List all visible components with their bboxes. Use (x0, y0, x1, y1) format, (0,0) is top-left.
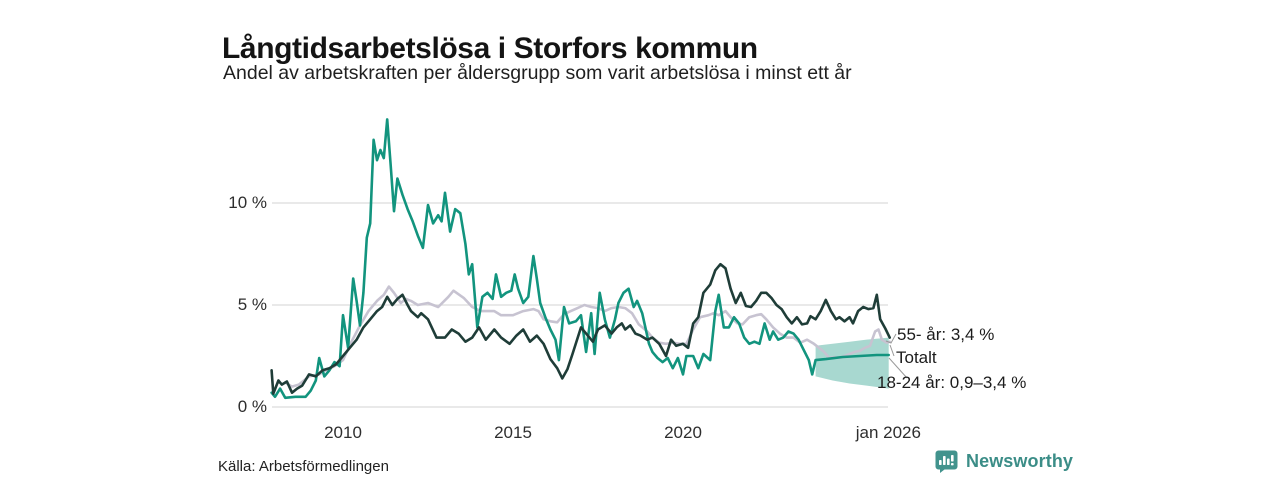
y-axis-tick-label: 5 % (237, 295, 267, 314)
uncertainty-band-area (815, 337, 889, 389)
newsworthy-logo-icon (935, 450, 958, 473)
source-credit: Källa: Arbetsförmedlingen (218, 458, 389, 475)
gridlines (272, 202, 888, 408)
series-line-Totalt (283, 285, 892, 388)
leader-line-totalt (889, 344, 895, 357)
leader-line-1824 (888, 357, 908, 379)
annotation-55-ar: 55- år: 3,4 % (897, 325, 995, 344)
page-subtitle: Andel av arbetskraften per åldersgrupp s… (223, 62, 852, 84)
x-axis-tick-label: 2010 (324, 423, 362, 442)
leader-line-55 (885, 333, 897, 344)
y-axis-tick-label: 0 % (237, 397, 267, 416)
newsworthy-logo-text: Newsworthy (966, 451, 1074, 471)
y-axis-tick-label: 10 % (228, 193, 267, 212)
page-title: Långtidsarbetslösa i Storfors kommun (222, 32, 758, 66)
series-line-18-24år (270, 118, 891, 400)
series-line-55-år (270, 262, 892, 396)
series-lines (270, 118, 892, 400)
uncertainty-band (815, 337, 889, 389)
x-axis-tick-label: 2020 (664, 423, 702, 442)
annotation-18-24-ar: 18-24 år: 0,9–3,4 % (877, 373, 1027, 392)
x-axis-tick-label: 2015 (494, 423, 532, 442)
newsworthy-logo: Newsworthy (934, 449, 1073, 474)
annotation-leader-lines (885, 333, 908, 379)
annotation-totalt: Totalt (896, 348, 937, 367)
x-axis-tick-label: jan 2026 (855, 423, 921, 442)
